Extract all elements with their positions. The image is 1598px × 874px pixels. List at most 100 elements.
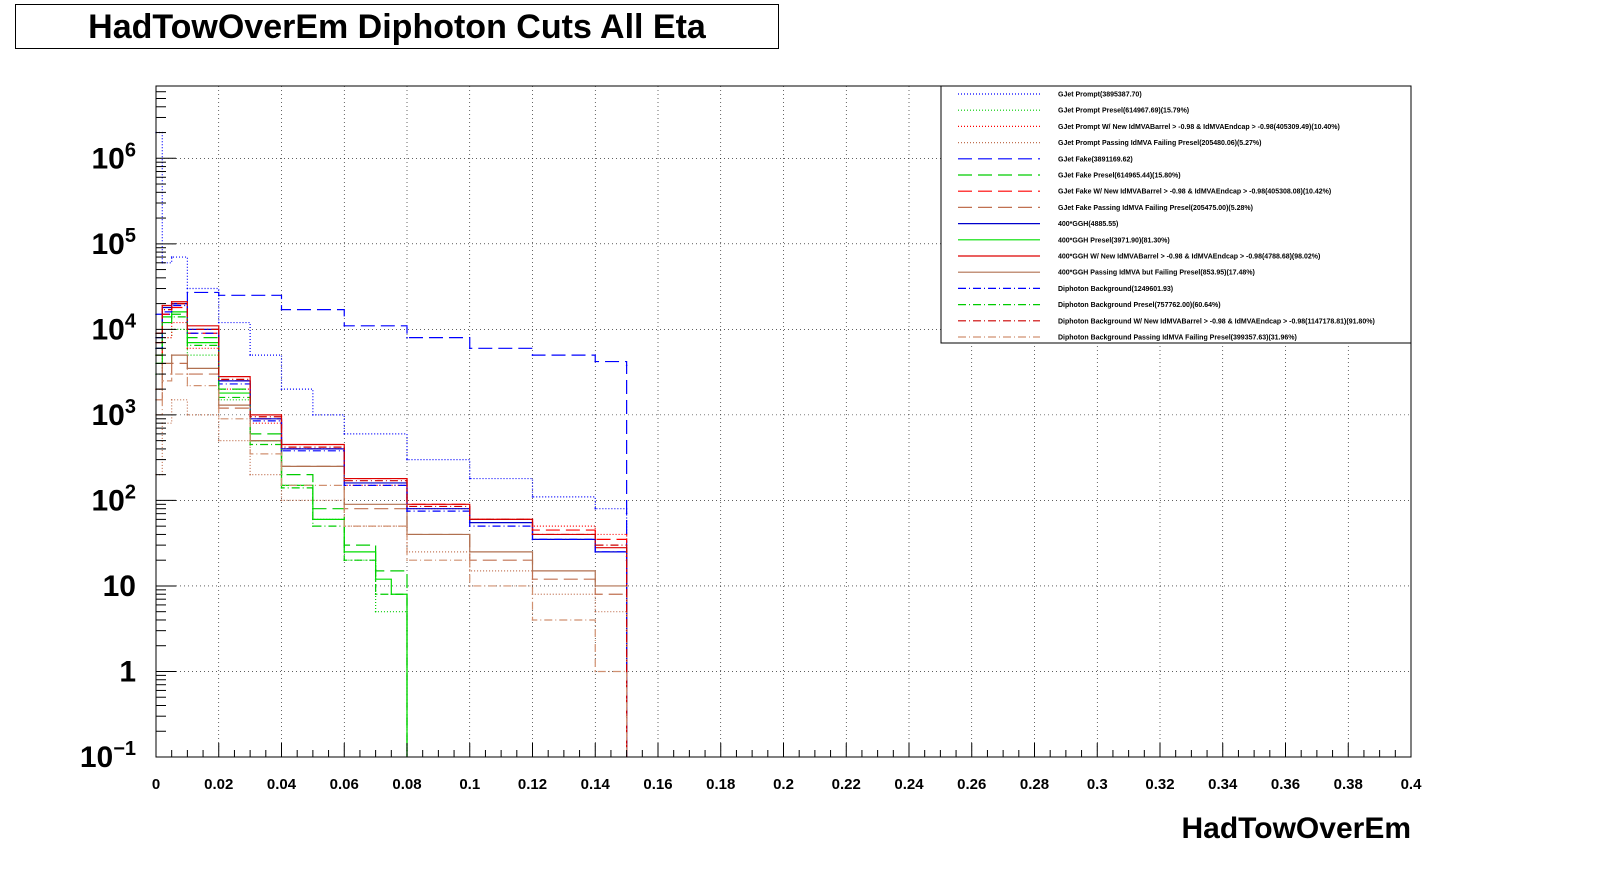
y-tick-label: 106: [92, 139, 137, 175]
data-point: [343, 525, 346, 527]
data-point: [374, 593, 377, 596]
series-line-7: [156, 362, 628, 757]
data-point: [312, 525, 314, 527]
data-point: [594, 551, 597, 553]
x-tick-label: 0.38: [1334, 776, 1363, 793]
data-point: [280, 308, 283, 311]
series-line-11: [156, 354, 628, 757]
data-point: [594, 610, 597, 613]
x-tick-label: 0.04: [267, 776, 297, 793]
legend-entry: GJet Prompt(3895387.70): [1058, 92, 1142, 99]
y-tick-label: 10−1: [80, 738, 136, 774]
data-point: [217, 321, 220, 324]
data-point: [594, 670, 597, 673]
series-line-0: [156, 131, 628, 757]
data-point: [406, 559, 408, 561]
data-point: [249, 453, 251, 455]
x-tick-label: 0.14: [581, 776, 611, 793]
x-tick-label: 0.34: [1208, 776, 1238, 793]
data-point: [594, 507, 597, 510]
data-point: [217, 417, 220, 420]
data-point: [217, 294, 220, 297]
x-tick-label: 0: [152, 776, 160, 793]
series-line-12: [156, 304, 628, 757]
data-point: [468, 585, 471, 587]
data-point: [170, 399, 173, 401]
x-tick-label: 0.24: [894, 776, 924, 793]
legend-entry: Diphoton Background(1249601.93): [1058, 286, 1173, 293]
legend-entry: 400*GGH Passing IdMVA but Failing Presel…: [1058, 270, 1255, 277]
legend-entry: GJet Fake Passing IdMVA Failing Presel(2…: [1058, 205, 1253, 212]
data-point: [531, 578, 534, 580]
legend-entry: 400*GGH(4885.55): [1058, 221, 1118, 228]
legend-entry: Diphoton Background Passing IdMVA Failin…: [1058, 335, 1297, 342]
data-point: [531, 570, 534, 572]
data-point: [186, 414, 189, 416]
data-point: [406, 336, 408, 339]
legend-box: [940, 85, 1412, 344]
axis-layer: 0 0.02 0.04 0.06 0.08 0.1 0.12 0.14 0.16 0.18 0.2 0…: [80, 85, 1422, 793]
y-tick-label: 104: [92, 310, 137, 346]
title-box: HadTowOverEm Diphoton Cuts All Eta: [15, 4, 779, 49]
data-point: [249, 415, 251, 418]
data-point: [625, 364, 628, 367]
data-point: [406, 610, 408, 613]
data-point: [531, 538, 534, 541]
data-point: [186, 328, 189, 331]
legend-entry: Diphoton Background Presel(757762.00)(60…: [1058, 302, 1221, 309]
x-tick-label: 0.02: [204, 776, 233, 793]
data-point: [161, 380, 164, 382]
y-tick-label: 102: [92, 481, 137, 517]
data-point: [406, 505, 408, 508]
data-point: [217, 439, 220, 442]
data-point: [280, 499, 283, 502]
x-tick-label: 0.06: [330, 776, 359, 793]
series-layer: [155, 131, 628, 757]
data-point: [468, 518, 471, 521]
data-point: [468, 551, 471, 553]
data-point: [186, 367, 189, 370]
y-tick-label: 10: [103, 570, 136, 603]
data-point: [343, 433, 346, 435]
data-point: [170, 300, 173, 303]
y-tick-label: 105: [92, 225, 137, 261]
data-point: [625, 715, 628, 717]
x-tick-label: 0.2: [773, 776, 794, 793]
x-tick-label: 0.28: [1020, 776, 1049, 793]
series-line-3: [156, 399, 628, 757]
data-point: [594, 544, 597, 546]
data-point: [312, 414, 314, 416]
data-point: [280, 484, 283, 487]
data-point: [531, 354, 534, 356]
data-point: [170, 256, 173, 258]
data-point: [406, 585, 408, 587]
series-line-15: [156, 373, 628, 757]
data-point: [170, 302, 173, 305]
data-point: [161, 308, 164, 311]
data-point: [186, 287, 189, 290]
x-axis-label: HadTowOverEm: [1182, 812, 1412, 845]
x-tick-label: 0.18: [706, 776, 735, 793]
data-point: [343, 503, 346, 506]
data-point: [170, 354, 173, 356]
data-point: [374, 578, 377, 580]
x-tick-label: 0.3: [1087, 776, 1108, 793]
legend-entry: GJet Prompt W/ New IdMVABarrel > -0.98 &…: [1058, 124, 1340, 131]
series-line-4: [156, 291, 628, 757]
series-line-13: [156, 316, 408, 757]
data-point: [406, 510, 408, 512]
data-point: [343, 484, 346, 487]
data-point: [217, 378, 220, 381]
data-point: [625, 533, 628, 536]
x-tick-label: 0.22: [832, 776, 861, 793]
legend-entry: 400*GGH Presel(3971.90)(81.30%): [1058, 237, 1170, 244]
data-point: [249, 443, 251, 446]
data-point: [280, 487, 283, 489]
data-point: [468, 347, 471, 350]
x-tick-label: 0.08: [392, 776, 421, 793]
legend-entry: GJet Fake(3891169.62): [1058, 156, 1133, 163]
data-point: [468, 477, 471, 480]
data-point: [186, 384, 189, 387]
legend-entry: GJet Prompt Passing IdMVA Failing Presel…: [1058, 140, 1261, 147]
